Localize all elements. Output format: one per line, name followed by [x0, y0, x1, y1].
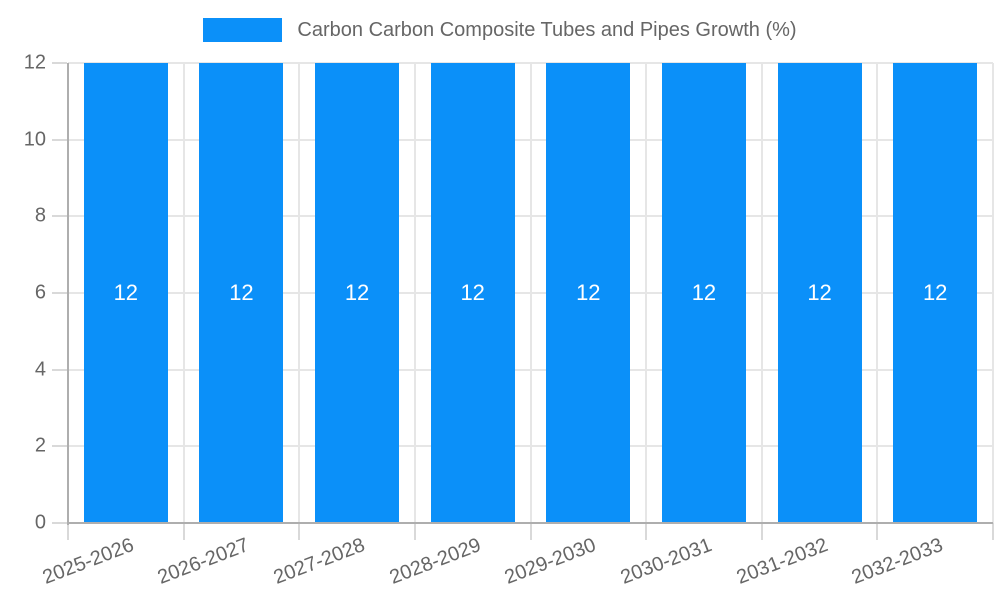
- y-axis-tick: [52, 62, 67, 64]
- y-axis-line: [67, 63, 69, 525]
- gridline-vertical: [760, 63, 763, 523]
- bar: [777, 63, 862, 523]
- y-axis-tick: [52, 138, 67, 141]
- bar-value-label: 12: [460, 280, 485, 305]
- bar-value-label: 12: [807, 280, 832, 305]
- x-axis-tick: [298, 523, 301, 540]
- gridline-vertical: [182, 63, 185, 523]
- bar: [83, 63, 168, 523]
- y-tick-label: 0: [34, 511, 46, 534]
- x-tick-label: 2029-2030: [502, 534, 600, 589]
- bar: [430, 63, 515, 523]
- gridline-vertical: [645, 63, 648, 523]
- x-axis-tick: [67, 523, 69, 540]
- y-tick-label: 10: [23, 128, 46, 151]
- y-axis-tick: [52, 368, 67, 371]
- y-axis-tick: [52, 215, 67, 218]
- bar-value-label: 12: [576, 280, 601, 305]
- bar-value-label: 12: [344, 280, 370, 305]
- y-axis-tick: [52, 522, 67, 524]
- x-tick-label: 2025-2026: [39, 534, 137, 589]
- x-tick-label: 2030-2031: [617, 534, 715, 589]
- bar-value-label: 12: [922, 280, 948, 305]
- gridline-vertical: [876, 63, 879, 523]
- y-axis-tick: [52, 292, 67, 294]
- x-tick-label: 2028-2029: [386, 534, 484, 589]
- x-axis-tick: [645, 523, 648, 540]
- x-axis-tick: [876, 523, 879, 540]
- legend[interactable]: Carbon Carbon Composite Tubes and Pipes …: [0, 18, 1000, 42]
- y-tick-label: 2: [34, 434, 46, 457]
- x-axis-tick: [182, 523, 185, 540]
- bar-value-label: 12: [113, 280, 139, 305]
- x-axis-tick: [992, 523, 994, 540]
- x-axis-tick: [529, 523, 532, 540]
- x-tick-label: 2026-2027: [155, 534, 253, 589]
- gridline-vertical: [298, 63, 301, 523]
- x-axis-line: [68, 522, 993, 524]
- y-tick-label: 12: [23, 51, 46, 74]
- x-tick-label: 2032-2033: [848, 534, 947, 589]
- x-axis-tick: [760, 523, 763, 540]
- x-axis-tick: [413, 523, 416, 540]
- bar: [546, 63, 631, 523]
- legend-swatch: [203, 18, 283, 42]
- gridline-vertical: [413, 63, 416, 523]
- bar: [315, 63, 400, 523]
- legend-label: Carbon Carbon Composite Tubes and Pipes …: [297, 18, 797, 41]
- x-tick-label: 2031-2032: [733, 534, 831, 589]
- y-axis-tick: [52, 445, 67, 448]
- bar-value-label: 12: [229, 280, 254, 305]
- gridline-vertical: [992, 63, 994, 523]
- y-tick-label: 4: [34, 358, 46, 381]
- bar: [661, 63, 746, 523]
- bar: [893, 63, 978, 523]
- y-tick-label: 6: [34, 281, 46, 304]
- bar-value-label: 12: [691, 280, 717, 305]
- x-tick-label: 2027-2028: [270, 534, 368, 589]
- gridline-vertical: [529, 63, 532, 523]
- bar: [199, 63, 284, 523]
- y-tick-label: 8: [34, 204, 46, 227]
